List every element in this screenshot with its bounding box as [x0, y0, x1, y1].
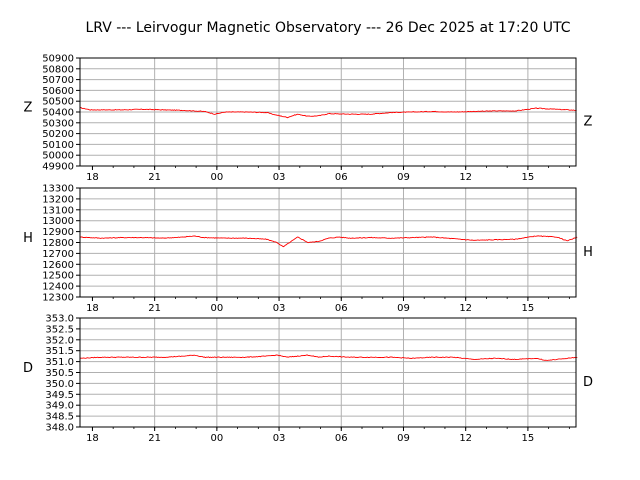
x-tick-label: 03 — [273, 433, 286, 444]
y-tick-label: 50400 — [42, 108, 74, 119]
y-tick-label: 50100 — [42, 140, 74, 151]
chart-title: LRV --- Leirvogur Magnetic Observatory -… — [85, 20, 571, 36]
x-tick-label: 21 — [148, 303, 161, 314]
y-tick-label: 50200 — [42, 129, 74, 140]
y-tick-label: 350.5 — [45, 368, 74, 379]
y-tick-label: 50900 — [42, 54, 74, 65]
x-tick-label: 12 — [459, 303, 472, 314]
x-tick-label: 18 — [86, 303, 99, 314]
y-tick-label: 49900 — [42, 162, 74, 173]
y-tick-label: 12500 — [42, 271, 74, 282]
plot-frame — [79, 317, 577, 428]
y-tick-label: 12300 — [42, 293, 74, 304]
y-tick-label: 348.5 — [45, 412, 74, 423]
right-component-label: D — [583, 375, 593, 390]
x-tick-label: 18 — [86, 433, 99, 444]
y-tick-label: 13100 — [42, 205, 74, 216]
y-tick-label: 50300 — [42, 118, 74, 129]
x-tick-label: 00 — [210, 433, 223, 444]
right-component-label: Z — [584, 114, 593, 129]
y-tick-label: 351.5 — [45, 346, 74, 357]
x-tick-label: 12 — [459, 172, 472, 183]
y-tick-label: 348.0 — [45, 423, 74, 434]
x-tick-label: 03 — [273, 172, 286, 183]
y-tick-label: 350.0 — [45, 379, 74, 390]
y-tick-label: 352.5 — [45, 324, 74, 335]
y-tick-label: 12800 — [42, 238, 74, 249]
x-tick-label: 09 — [397, 172, 410, 183]
x-tick-label: 12 — [459, 433, 472, 444]
x-tick-label: 21 — [148, 172, 161, 183]
series-h-line — [79, 235, 578, 248]
x-tick-label: 03 — [273, 303, 286, 314]
x-tick-label: 09 — [397, 303, 410, 314]
y-tick-label: 50500 — [42, 97, 74, 108]
left-component-label: D — [23, 361, 33, 376]
left-component-label: Z — [24, 101, 33, 116]
y-tick-label: 349.5 — [45, 390, 74, 401]
x-tick-label: 06 — [335, 172, 348, 183]
x-tick-label: 15 — [522, 433, 535, 444]
y-tick-label: 12900 — [42, 227, 74, 238]
y-tick-label: 13000 — [42, 216, 74, 227]
series-z-line — [79, 106, 577, 119]
y-tick-label: 50000 — [42, 151, 74, 162]
panel-h: 1330013200131001300012900128001270012600… — [23, 184, 593, 315]
y-tick-label: 12400 — [42, 282, 74, 293]
right-component-label: H — [583, 245, 593, 260]
x-tick-label: 18 — [86, 172, 99, 183]
x-tick-label: 00 — [210, 303, 223, 314]
plot-frame — [79, 187, 577, 298]
y-tick-label: 12700 — [42, 249, 74, 260]
y-tick-label: 13300 — [42, 184, 74, 195]
x-tick-label: 09 — [397, 433, 410, 444]
x-tick-label: 21 — [148, 433, 161, 444]
y-tick-label: 349.0 — [45, 401, 74, 412]
x-tick-label: 06 — [335, 303, 348, 314]
y-tick-label: 50800 — [42, 64, 74, 75]
y-tick-label: 351.0 — [45, 357, 74, 368]
series-d-line — [79, 354, 578, 361]
y-tick-label: 12600 — [42, 260, 74, 271]
y-tick-label: 13200 — [42, 194, 74, 205]
panel-d: 353.0352.5352.0351.5351.0350.5350.0349.5… — [23, 314, 593, 445]
y-tick-label: 50700 — [42, 75, 74, 86]
x-tick-label: 06 — [335, 433, 348, 444]
x-tick-label: 15 — [522, 172, 535, 183]
y-tick-label: 50600 — [42, 86, 74, 97]
y-tick-label: 352.0 — [45, 335, 74, 346]
x-tick-label: 15 — [522, 303, 535, 314]
x-tick-label: 00 — [210, 172, 223, 183]
y-tick-label: 353.0 — [45, 314, 74, 325]
left-component-label: H — [23, 231, 33, 246]
plot-frame — [79, 57, 577, 167]
panel-z: 5090050800507005060050500504005030050200… — [24, 54, 593, 184]
